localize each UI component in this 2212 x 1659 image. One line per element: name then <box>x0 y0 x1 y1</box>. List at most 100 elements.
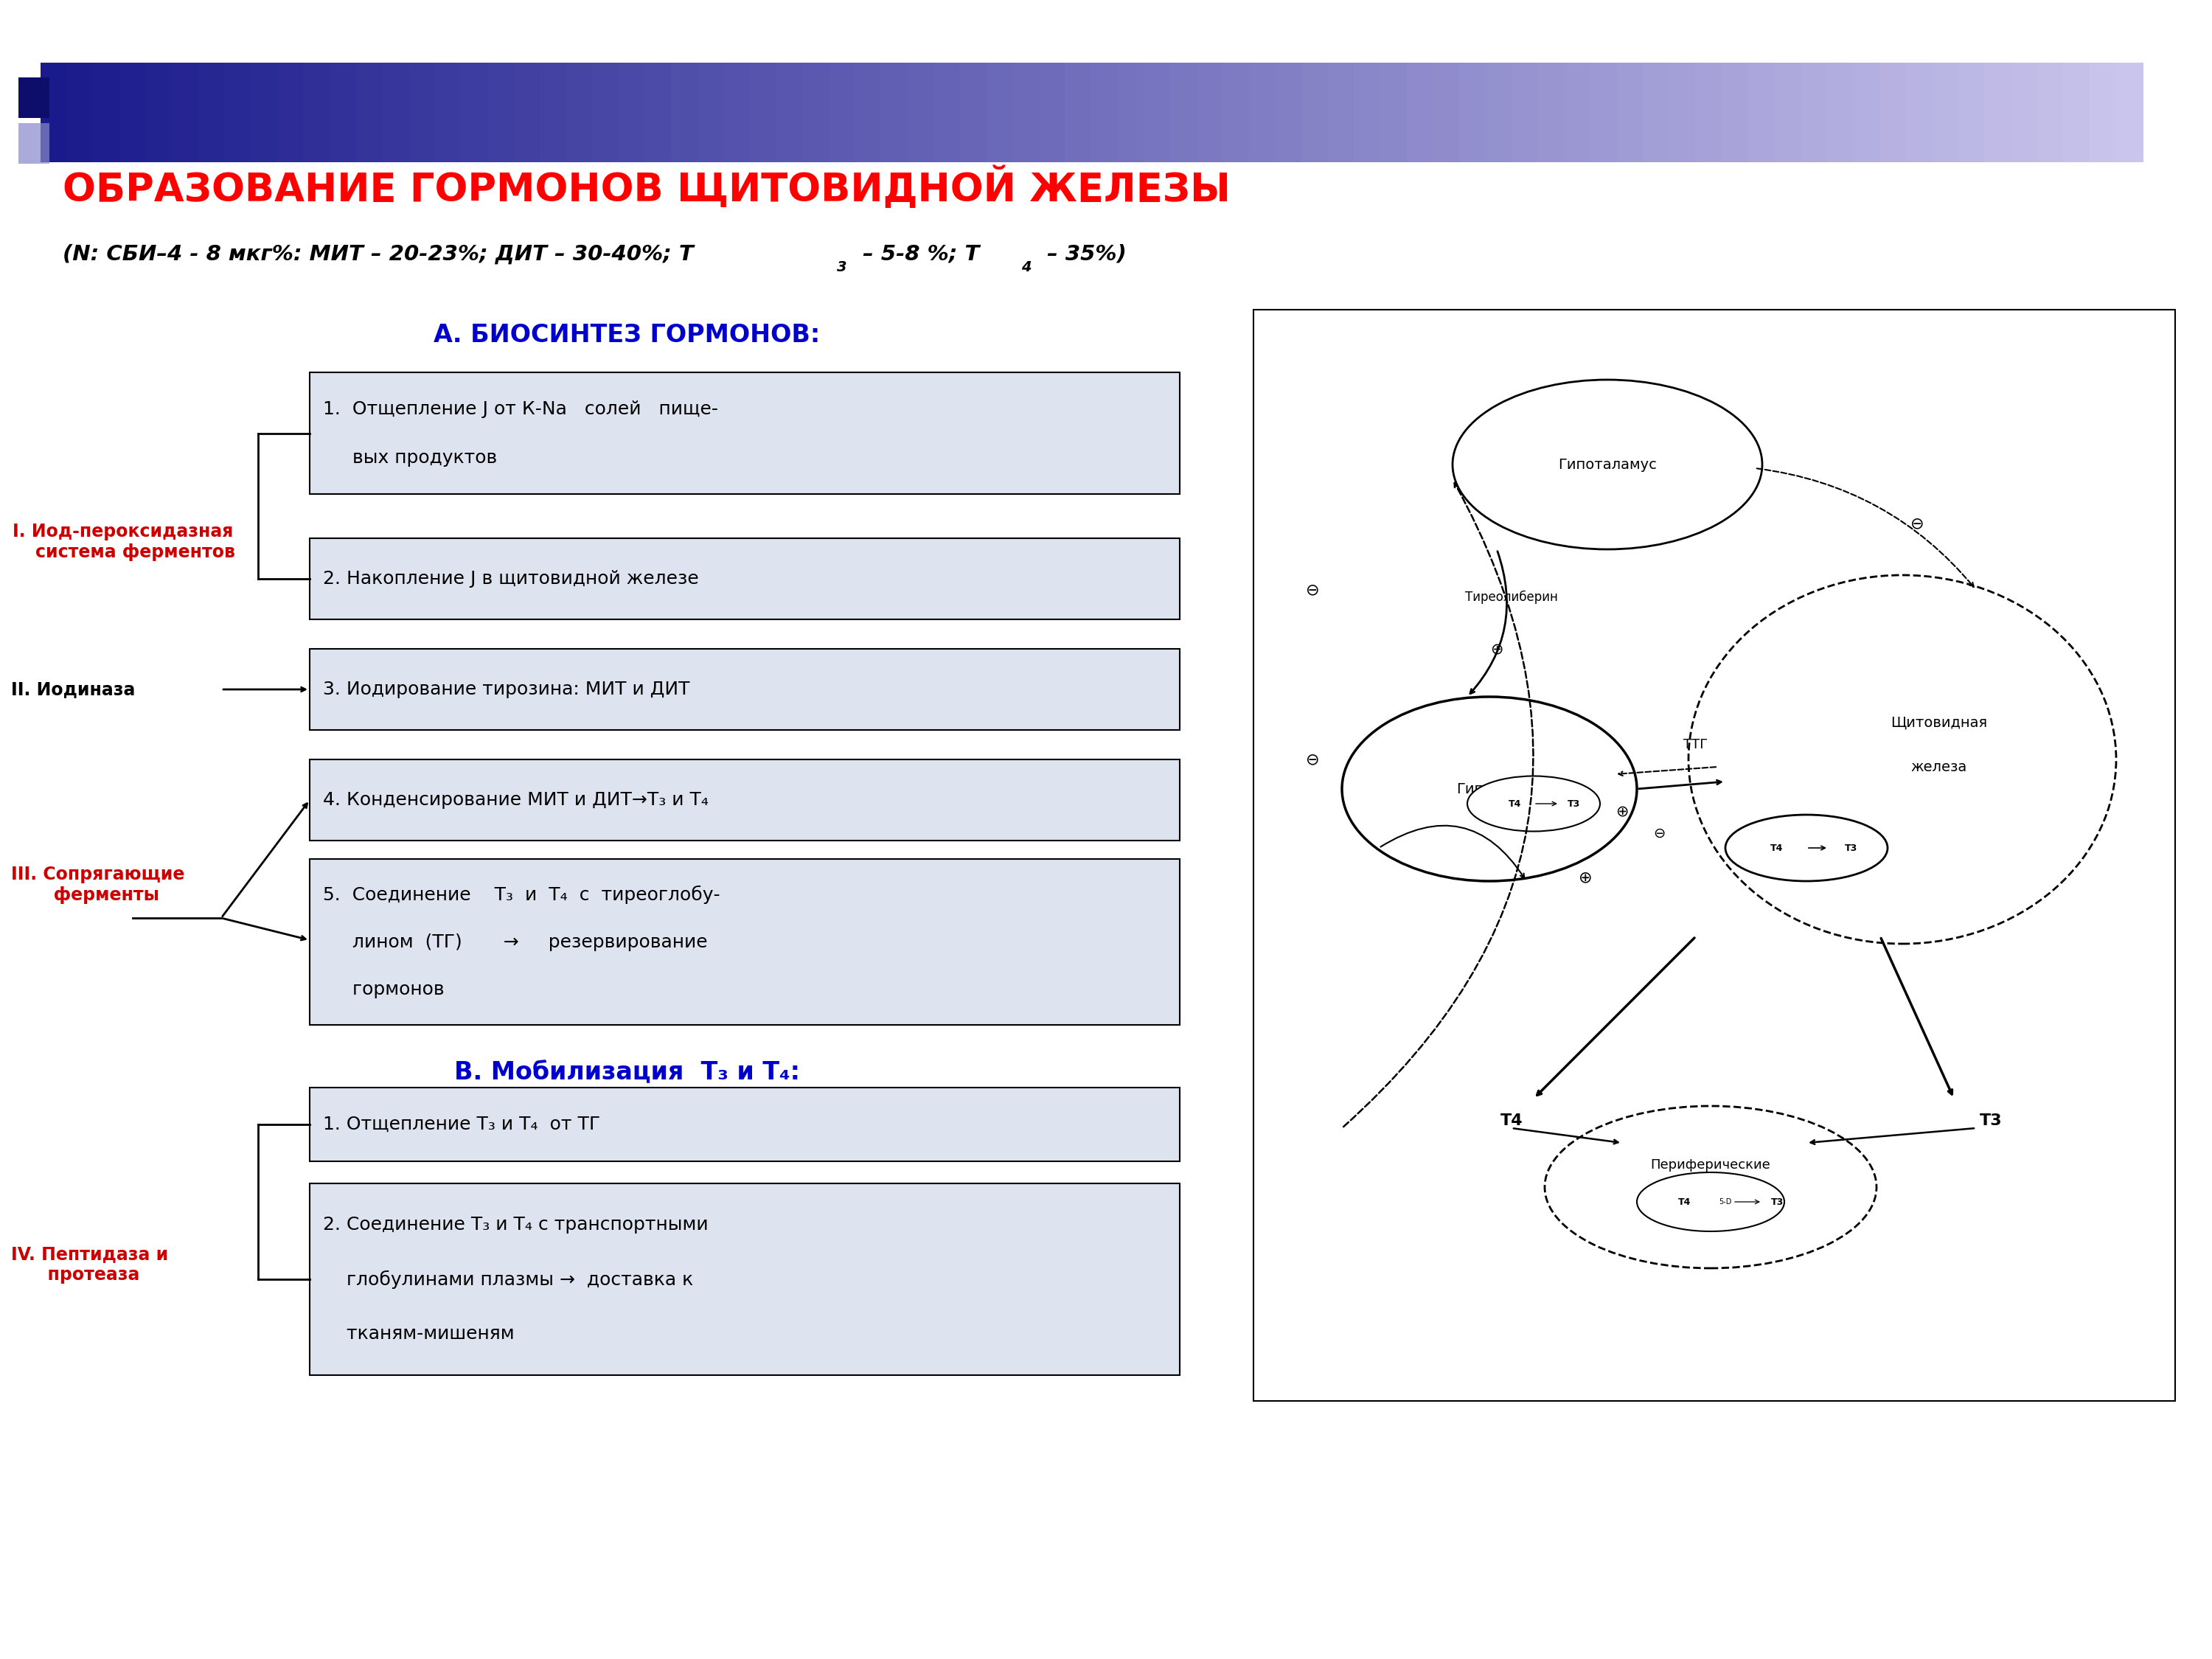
FancyBboxPatch shape <box>310 372 1179 494</box>
FancyBboxPatch shape <box>40 63 69 163</box>
FancyBboxPatch shape <box>1254 310 2174 1400</box>
FancyBboxPatch shape <box>1931 63 1960 163</box>
FancyBboxPatch shape <box>933 63 962 163</box>
FancyBboxPatch shape <box>1250 63 1276 163</box>
Ellipse shape <box>1453 380 1763 549</box>
FancyBboxPatch shape <box>1460 63 1486 163</box>
Text: Т4: Т4 <box>1679 1198 1692 1206</box>
FancyBboxPatch shape <box>1984 63 2013 163</box>
FancyBboxPatch shape <box>356 63 383 163</box>
FancyBboxPatch shape <box>199 63 226 163</box>
FancyBboxPatch shape <box>1064 63 1093 163</box>
Text: железа: железа <box>1911 760 1966 773</box>
Text: II. Иодиназа: II. Иодиназа <box>11 680 135 698</box>
FancyBboxPatch shape <box>1854 63 1880 163</box>
FancyBboxPatch shape <box>1694 63 1723 163</box>
Text: – 35%): – 35%) <box>1040 244 1126 265</box>
FancyBboxPatch shape <box>1144 63 1172 163</box>
FancyBboxPatch shape <box>487 63 515 163</box>
Ellipse shape <box>1343 697 1637 881</box>
Text: ТТГ: ТТГ <box>1683 738 1708 752</box>
FancyBboxPatch shape <box>2115 63 2143 163</box>
FancyBboxPatch shape <box>1380 63 1407 163</box>
FancyBboxPatch shape <box>854 63 883 163</box>
FancyBboxPatch shape <box>1197 63 1223 163</box>
FancyBboxPatch shape <box>1013 63 1040 163</box>
FancyBboxPatch shape <box>644 63 672 163</box>
Text: – 5-8 %; Т: – 5-8 %; Т <box>856 244 980 265</box>
FancyBboxPatch shape <box>1827 63 1854 163</box>
Text: Т3: Т3 <box>1770 1198 1783 1206</box>
Text: 4. Конденсирование МИТ и ДИТ→Т₃ и Т₄: 4. Конденсирование МИТ и ДИТ→Т₃ и Т₄ <box>323 791 708 810</box>
FancyBboxPatch shape <box>1958 63 1986 163</box>
FancyBboxPatch shape <box>513 63 542 163</box>
FancyBboxPatch shape <box>310 538 1179 619</box>
Text: Т3: Т3 <box>1845 843 1858 853</box>
FancyBboxPatch shape <box>830 63 856 163</box>
FancyBboxPatch shape <box>409 63 436 163</box>
FancyBboxPatch shape <box>2064 63 2090 163</box>
FancyBboxPatch shape <box>1747 63 1776 163</box>
FancyBboxPatch shape <box>880 63 909 163</box>
Text: ⊖: ⊖ <box>1305 752 1318 766</box>
Ellipse shape <box>1725 815 1887 881</box>
FancyBboxPatch shape <box>2090 63 2117 163</box>
Text: Т4: Т4 <box>1770 843 1783 853</box>
FancyBboxPatch shape <box>566 63 593 163</box>
FancyBboxPatch shape <box>1670 63 1697 163</box>
FancyBboxPatch shape <box>1590 63 1617 163</box>
FancyBboxPatch shape <box>310 859 1179 1025</box>
FancyBboxPatch shape <box>310 760 1179 841</box>
Text: 4: 4 <box>1022 260 1031 275</box>
FancyBboxPatch shape <box>1801 63 1827 163</box>
FancyBboxPatch shape <box>1040 63 1066 163</box>
FancyBboxPatch shape <box>697 63 726 163</box>
FancyBboxPatch shape <box>619 63 646 163</box>
FancyBboxPatch shape <box>907 63 936 163</box>
FancyBboxPatch shape <box>310 1183 1179 1375</box>
Text: 2. Соединение Т₃ и Т₄ с транспортными: 2. Соединение Т₃ и Т₄ с транспортными <box>323 1216 708 1233</box>
FancyBboxPatch shape <box>1564 63 1593 163</box>
FancyBboxPatch shape <box>330 63 358 163</box>
Ellipse shape <box>1688 576 2117 944</box>
FancyBboxPatch shape <box>1880 63 1907 163</box>
Text: Щитовидная: Щитовидная <box>1891 715 1989 730</box>
FancyBboxPatch shape <box>1433 63 1460 163</box>
Text: 5-D: 5-D <box>1719 1198 1732 1206</box>
Text: ОБРАЗОВАНИЕ ГОРМОНОВ ЩИТОВИДНОЙ ЖЕЛЕЗЫ: ОБРАЗОВАНИЕ ГОРМОНОВ ЩИТОВИДНОЙ ЖЕЛЕЗЫ <box>62 166 1230 209</box>
FancyBboxPatch shape <box>723 63 752 163</box>
Text: ткани: ткани <box>1690 1203 1732 1216</box>
FancyBboxPatch shape <box>1223 63 1250 163</box>
Text: (N: СБИ–4 - 8 мкг%: МИТ – 20-23%; ДИТ – 30-40%; Т: (N: СБИ–4 - 8 мкг%: МИТ – 20-23%; ДИТ – … <box>62 244 695 265</box>
Text: Гипоталамус: Гипоталамус <box>1557 458 1657 471</box>
Text: Тиреолиберин: Тиреолиберин <box>1464 591 1557 604</box>
Text: 5.  Соединение    Т₃  и  Т₄  с  тиреоглобу-: 5. Соединение Т₃ и Т₄ с тиреоглобу- <box>323 886 721 904</box>
FancyBboxPatch shape <box>1117 63 1146 163</box>
FancyBboxPatch shape <box>540 63 566 163</box>
FancyBboxPatch shape <box>987 63 1013 163</box>
Text: Т4: Т4 <box>1509 800 1522 808</box>
FancyBboxPatch shape <box>223 63 252 163</box>
Ellipse shape <box>1544 1107 1876 1267</box>
FancyBboxPatch shape <box>750 63 779 163</box>
FancyBboxPatch shape <box>1721 63 1750 163</box>
Text: гормонов: гормонов <box>323 980 445 999</box>
FancyBboxPatch shape <box>593 63 619 163</box>
Text: ⊕: ⊕ <box>1615 803 1628 818</box>
Text: ⊖: ⊖ <box>1652 826 1666 839</box>
FancyBboxPatch shape <box>1774 63 1803 163</box>
FancyBboxPatch shape <box>250 63 279 163</box>
Text: IV. Пептидаза и
      протеаза: IV. Пептидаза и протеаза <box>11 1246 168 1284</box>
FancyBboxPatch shape <box>1301 63 1329 163</box>
Text: Периферические: Периферические <box>1650 1158 1770 1171</box>
FancyBboxPatch shape <box>1905 63 1933 163</box>
FancyBboxPatch shape <box>2037 63 2064 163</box>
Text: Т4: Т4 <box>1500 1113 1522 1128</box>
FancyBboxPatch shape <box>383 63 409 163</box>
Text: ⊕: ⊕ <box>1579 869 1593 884</box>
FancyBboxPatch shape <box>670 63 699 163</box>
Text: В. Мобилизация  Т₃ и Т₄:: В. Мобилизация Т₃ и Т₄: <box>453 1060 801 1085</box>
FancyBboxPatch shape <box>276 63 305 163</box>
FancyBboxPatch shape <box>1354 63 1382 163</box>
Text: ⊖: ⊖ <box>1305 582 1318 597</box>
